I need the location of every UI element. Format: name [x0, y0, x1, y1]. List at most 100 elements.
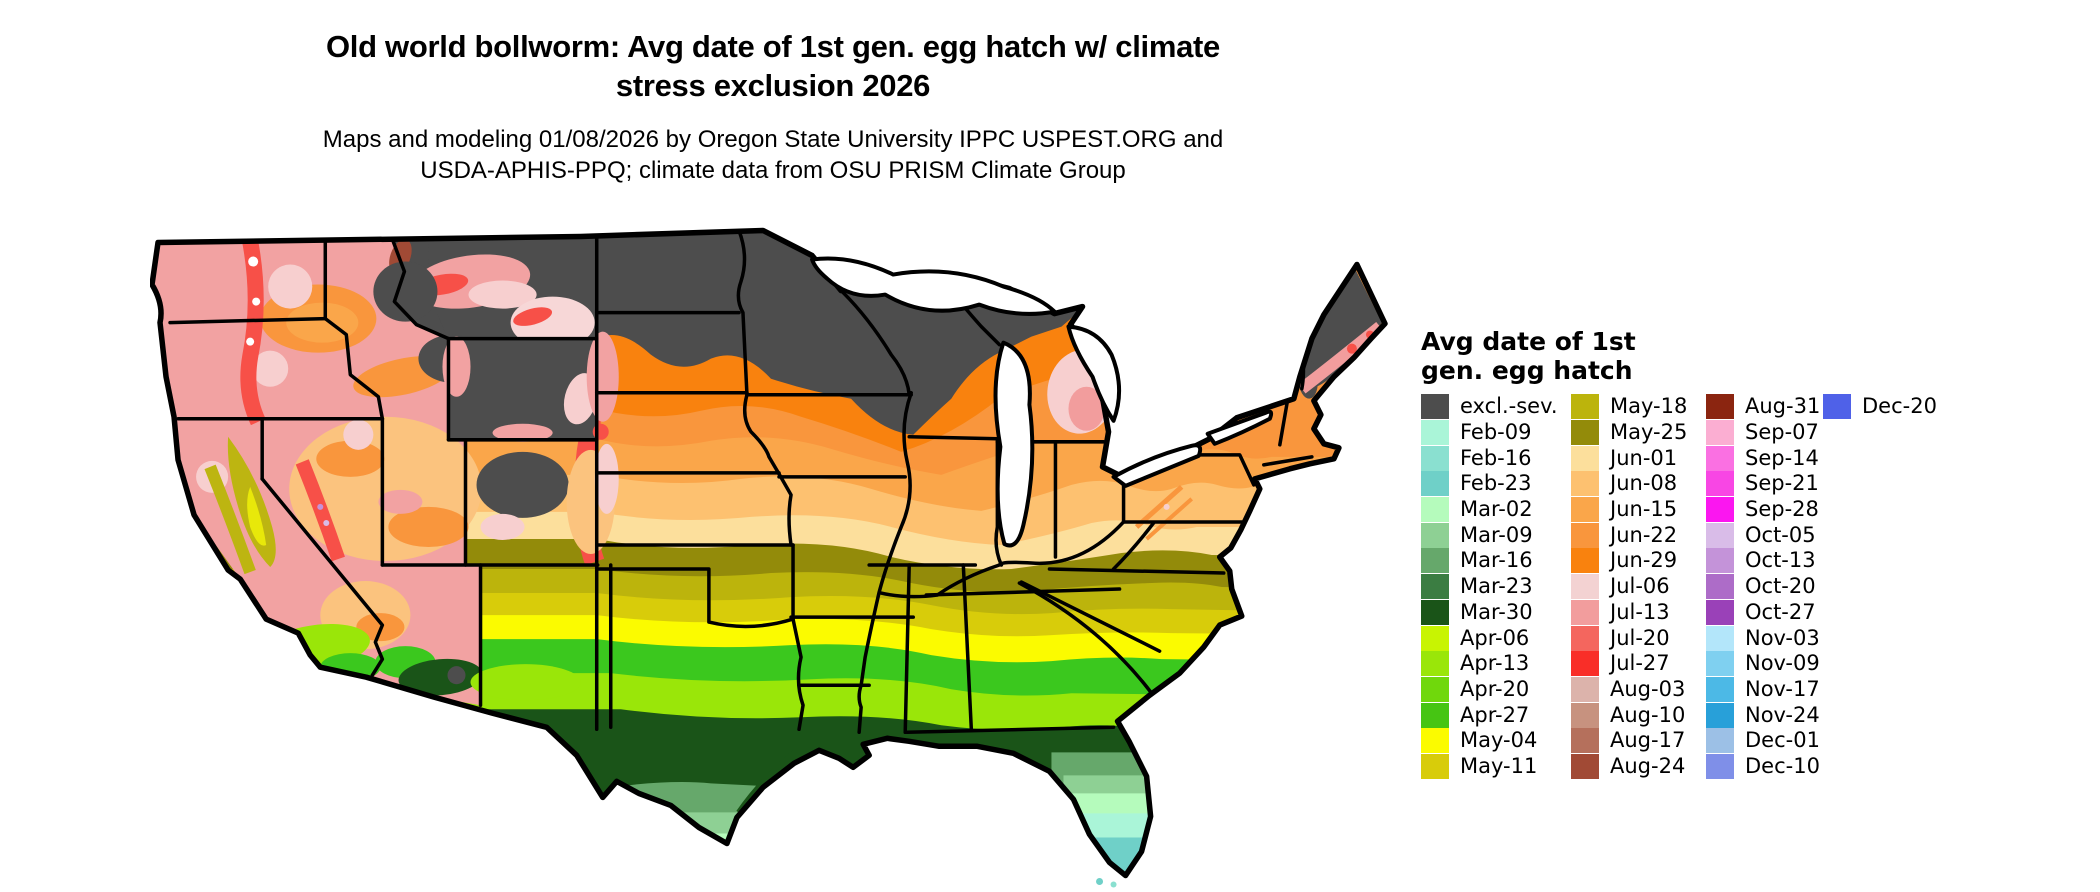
legend-row: Jul-13: [1571, 599, 1687, 626]
legend-row: Apr-13: [1421, 651, 1558, 677]
lake-ontario-shape: [1205, 409, 1274, 446]
legend-label: Dec-10: [1745, 753, 1820, 778]
legend-label: Jun-15: [1610, 497, 1678, 522]
legend-row: Nov-17: [1706, 676, 1820, 703]
legend-row: May-04: [1421, 728, 1558, 754]
legend-label: Aug-10: [1610, 702, 1686, 727]
legend-row: Mar-09: [1421, 522, 1558, 548]
legend-swatch: [1571, 599, 1599, 625]
lake-erie-shape: [1111, 443, 1203, 488]
legend-swatch: [1421, 445, 1449, 471]
legend-row: Nov-09: [1706, 651, 1820, 677]
legend-row: Apr-06: [1421, 625, 1558, 651]
legend-label: Dec-20: [1862, 394, 1937, 419]
legend-swatch: [1571, 420, 1599, 446]
legend-swatch: [1571, 497, 1599, 523]
legend-label: Dec-01: [1745, 728, 1820, 753]
legend-swatch: [1421, 497, 1449, 523]
legend-label: Sep-21: [1745, 471, 1819, 496]
legend-label: Jun-08: [1610, 471, 1678, 496]
legend-swatch: [1571, 728, 1599, 754]
legend-label: Mar-16: [1460, 548, 1533, 573]
legend-row: Jun-08: [1571, 471, 1687, 497]
legend-row: Oct-20: [1706, 574, 1820, 600]
legend-label: Aug-03: [1610, 676, 1686, 701]
legend-row: May-11: [1421, 753, 1558, 780]
legend-swatch: [1823, 394, 1851, 420]
legend-row: Mar-23: [1421, 574, 1558, 600]
legend-label: Apr-27: [1460, 702, 1530, 727]
legend-label: Nov-03: [1745, 625, 1820, 650]
legend-row: Jun-22: [1571, 522, 1687, 548]
legend-swatch: [1421, 522, 1449, 548]
legend-row: Sep-07: [1706, 420, 1820, 446]
legend-swatch: [1706, 548, 1734, 574]
legend-swatch: [1421, 471, 1449, 497]
legend-label: Nov-09: [1745, 651, 1820, 676]
florida-keys-dot: [1110, 881, 1117, 888]
legend-row: Jun-29: [1571, 548, 1687, 574]
legend-row: Oct-05: [1706, 522, 1820, 548]
legend-label: Jul-06: [1610, 574, 1670, 599]
legend-row: excl.-sev.: [1421, 394, 1558, 420]
lake-huron-shape: [1066, 324, 1122, 423]
legend-row: Mar-30: [1421, 599, 1558, 626]
legend-label: Oct-20: [1745, 574, 1816, 599]
legend-label: Jun-22: [1610, 522, 1678, 547]
legend-row: Jun-01: [1571, 445, 1687, 471]
legend-label: Feb-23: [1460, 471, 1532, 496]
legend-label: May-04: [1460, 728, 1538, 753]
legend-swatch: [1421, 676, 1449, 702]
legend-row: Sep-14: [1706, 445, 1820, 471]
legend-row: Nov-24: [1706, 702, 1820, 728]
legend-swatch: [1706, 599, 1734, 625]
legend-label: Mar-02: [1460, 497, 1533, 522]
legend-title-line1: Avg date of 1st: [1421, 327, 1636, 356]
legend-row: Mar-02: [1421, 497, 1558, 523]
legend-label: Aug-24: [1610, 753, 1686, 778]
legend-row: Apr-27: [1421, 702, 1558, 728]
legend-label: Aug-31: [1745, 394, 1821, 419]
legend-label: Oct-13: [1745, 548, 1816, 573]
legend-label: Mar-09: [1460, 522, 1533, 547]
map-title-line1: Old world bollworm: Avg date of 1st gen.…: [325, 29, 1220, 64]
legend-swatch: [1571, 445, 1599, 471]
legend-label: Nov-17: [1745, 676, 1820, 701]
legend-swatch: [1706, 574, 1734, 600]
legend-row: Mar-16: [1421, 548, 1558, 574]
legend-label: Apr-06: [1460, 625, 1530, 650]
legend-swatch: [1571, 471, 1599, 497]
legend-label: Jul-13: [1610, 599, 1670, 624]
legend-label: Mar-23: [1460, 574, 1533, 599]
legend-row: Sep-21: [1706, 471, 1820, 497]
legend-label: Sep-07: [1745, 420, 1819, 445]
legend-row: Aug-31: [1706, 394, 1820, 420]
legend-row: Dec-01: [1706, 728, 1820, 754]
legend-swatch: [1571, 394, 1599, 420]
great-lakes: [810, 256, 1274, 548]
legend-label: May-18: [1610, 394, 1688, 419]
legend-row: Aug-17: [1571, 728, 1687, 754]
legend-label: excl.-sev.: [1460, 394, 1558, 419]
legend-label: Nov-24: [1745, 702, 1820, 727]
legend-label: Jul-20: [1610, 625, 1670, 650]
legend-swatch: [1421, 599, 1449, 625]
legend-swatch: [1421, 548, 1449, 574]
legend-label: Aug-17: [1610, 728, 1686, 753]
legend-swatch: [1421, 394, 1449, 420]
legend-row: Dec-10: [1706, 753, 1820, 780]
legend-row: Aug-24: [1571, 753, 1687, 780]
legend-swatch: [1706, 471, 1734, 497]
legend-swatch: [1706, 625, 1734, 651]
map-title-line2: stress exclusion 2026: [615, 68, 931, 103]
legend-label: Oct-27: [1745, 599, 1816, 624]
legend-row: Jul-20: [1571, 625, 1687, 651]
legend-row: Feb-16: [1421, 445, 1558, 471]
legend-swatch: [1571, 625, 1599, 651]
legend-swatch: [1706, 676, 1734, 702]
legend-row: Feb-23: [1421, 471, 1558, 497]
lake-superior-shape: [810, 256, 1057, 316]
legend-label: Feb-09: [1460, 420, 1532, 445]
legend-title: Avg date of 1st gen. egg hatch: [1421, 327, 1636, 385]
